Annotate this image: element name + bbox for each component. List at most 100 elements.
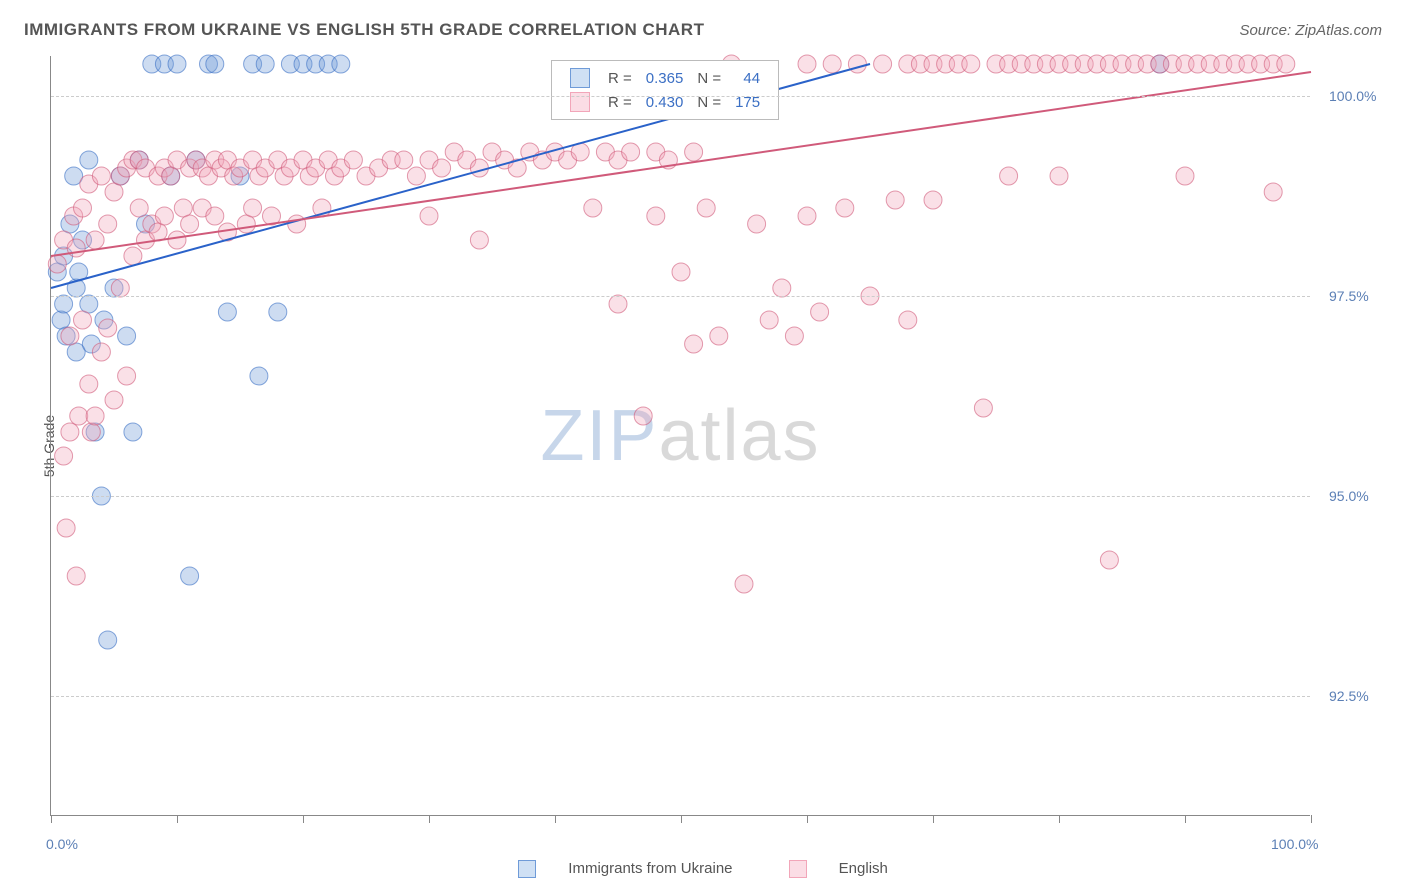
chart-title: IMMIGRANTS FROM UKRAINE VS ENGLISH 5TH G… [24,20,704,40]
data-point [332,55,350,73]
data-point [470,159,488,177]
data-point [55,447,73,465]
data-point [105,183,123,201]
data-point [86,407,104,425]
data-point [420,207,438,225]
xtick [555,815,556,823]
plot-area: ZIPatlas R =0.365N =44R =0.430N =175 92.… [50,56,1310,816]
data-point [785,327,803,345]
data-point [974,399,992,417]
gridline [51,696,1310,697]
data-point [61,327,79,345]
n-value: 175 [729,91,766,113]
data-point [149,223,167,241]
legend-row: R =0.430N =175 [564,91,766,113]
correlation-legend: R =0.365N =44R =0.430N =175 [551,60,779,120]
data-point [82,423,100,441]
ytick-label: 92.5% [1329,688,1369,704]
xtick [51,815,52,823]
data-point [99,319,117,337]
data-point [168,231,186,249]
data-point [647,207,665,225]
data-point [74,199,92,217]
data-point [685,143,703,161]
data-point [80,375,98,393]
data-point [899,311,917,329]
xtick [177,815,178,823]
xtick [807,815,808,823]
data-point [118,367,136,385]
data-point [269,303,287,321]
data-point [735,575,753,593]
data-point [256,55,274,73]
data-point [67,567,85,585]
xtick [933,815,934,823]
data-point [130,199,148,217]
data-point [685,335,703,353]
data-point [848,55,866,73]
data-point [344,151,362,169]
data-point [52,311,70,329]
data-point [874,55,892,73]
n-label: N = [691,67,727,89]
data-point [206,207,224,225]
data-point [823,55,841,73]
data-point [748,215,766,233]
data-point [181,567,199,585]
data-point [92,343,110,361]
ytick-label: 95.0% [1329,488,1369,504]
data-point [622,143,640,161]
xtick [429,815,430,823]
data-point [773,279,791,297]
data-point [124,247,142,265]
data-point [55,295,73,313]
n-value: 44 [729,67,766,89]
xtick [1185,815,1186,823]
legend-item: Immigrants from Ukraine [504,860,746,877]
legend-row: R =0.365N =44 [564,67,766,89]
data-point [836,199,854,217]
xtick [681,815,682,823]
data-point [634,407,652,425]
legend-swatch [570,68,590,88]
legend-label: English [839,860,888,877]
legend-item: English [775,860,902,877]
gridline [51,496,1310,497]
source-label: Source: ZipAtlas.com [1239,22,1382,39]
xtick [1311,815,1312,823]
data-point [798,55,816,73]
data-point [206,55,224,73]
data-point [111,279,129,297]
data-point [1000,167,1018,185]
xtick [303,815,304,823]
legend-label: Immigrants from Ukraine [568,860,732,877]
data-point [710,327,728,345]
data-point [433,159,451,177]
data-point [697,199,715,217]
data-point [48,255,66,273]
legend-swatch [789,860,807,878]
data-point [798,207,816,225]
data-point [92,167,110,185]
data-point [80,151,98,169]
data-point [218,303,236,321]
data-point [181,215,199,233]
data-point [67,239,85,257]
data-point [61,423,79,441]
data-point [70,407,88,425]
chart-svg [51,56,1310,815]
data-point [237,215,255,233]
data-point [80,295,98,313]
data-point [609,295,627,313]
data-point [168,55,186,73]
data-point [250,367,268,385]
title-row: IMMIGRANTS FROM UKRAINE VS ENGLISH 5TH G… [24,20,1382,40]
data-point [811,303,829,321]
data-point [288,215,306,233]
data-point [1264,183,1282,201]
ytick-label: 100.0% [1329,88,1376,104]
data-point [174,199,192,217]
gridline [51,96,1310,97]
data-point [244,199,262,217]
data-point [155,207,173,225]
